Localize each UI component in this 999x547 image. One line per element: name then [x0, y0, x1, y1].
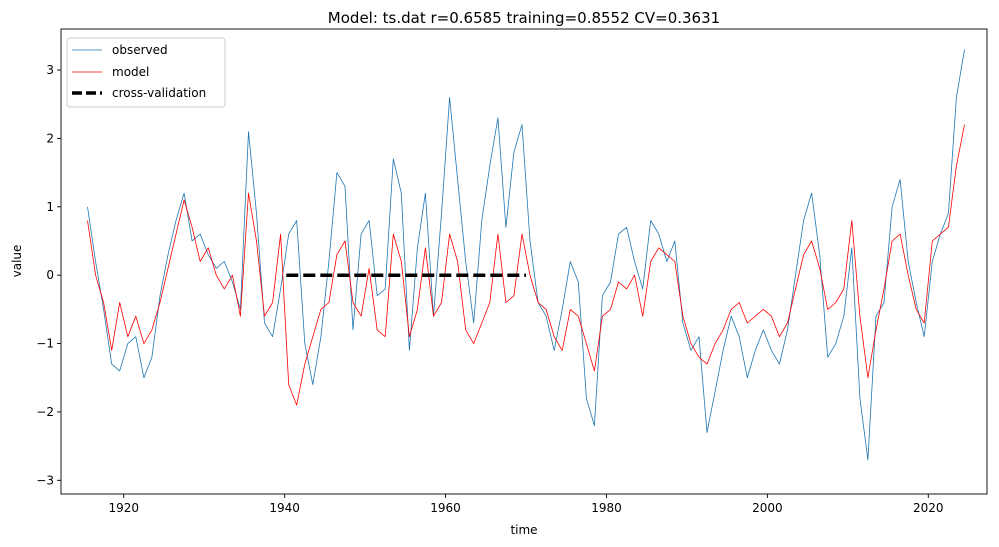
legend-label-cross-validation: cross-validation: [112, 86, 206, 100]
x-tick-label: 1980: [591, 501, 622, 515]
series-line-observed: [87, 49, 965, 461]
x-tick-label: 1920: [108, 501, 139, 515]
x-tick-label: 1940: [269, 501, 300, 515]
y-tick-label: −3: [36, 473, 54, 487]
legend-box: [66, 37, 226, 108]
y-tick-label: 0: [46, 268, 54, 282]
legend-label-observed: observed: [112, 43, 168, 57]
y-tick-label: −2: [36, 405, 54, 419]
x-axis-label: time: [510, 523, 537, 537]
x-axis: 1920 1940 1960 1980 2000 2020: [108, 494, 944, 515]
y-tick-label: −1: [36, 337, 54, 351]
series-line-model: [87, 124, 965, 406]
plot-frame: [60, 28, 988, 495]
y-axis: −3 −2 −1 0 1 2 3: [36, 63, 61, 487]
legend: observed model cross-validation: [66, 37, 226, 108]
y-tick-label: 3: [46, 63, 54, 77]
chart-title: Model: ts.dat r=0.6585 training=0.8552 C…: [328, 9, 720, 27]
series-layer: [87, 49, 965, 461]
y-axis-label: value: [10, 245, 24, 278]
x-tick-label: 2000: [752, 501, 783, 515]
x-tick-label: 1960: [430, 501, 461, 515]
x-tick-label: 2020: [913, 501, 944, 515]
y-tick-label: 1: [46, 200, 54, 214]
y-tick-label: 2: [46, 131, 54, 145]
legend-label-model: model: [112, 65, 149, 79]
